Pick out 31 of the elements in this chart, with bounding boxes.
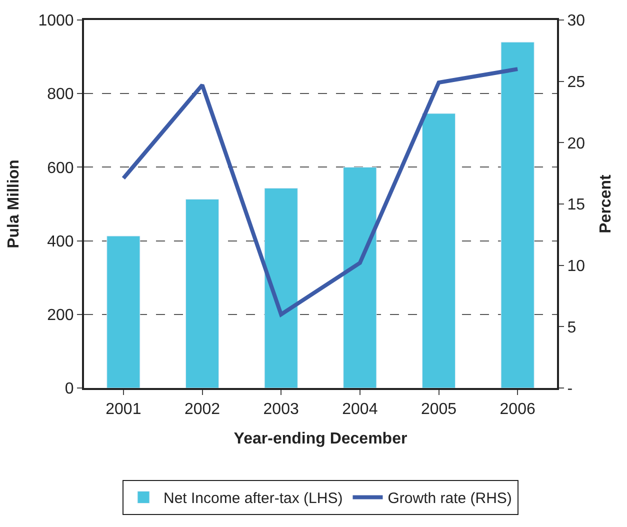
x-tick-label: 2002 xyxy=(184,401,220,418)
y-axis-title: Pula Million xyxy=(6,160,23,248)
y2-tick-label: - xyxy=(567,380,573,398)
y-tick-label: 1000 xyxy=(38,12,74,30)
y-tick-label: 200 xyxy=(47,307,74,324)
x-tick-label: 2004 xyxy=(342,401,378,418)
x-tick-label: 2001 xyxy=(106,401,142,418)
line-series xyxy=(121,67,520,316)
x-tick-label: 2003 xyxy=(263,401,299,418)
y-tick-label: 0 xyxy=(64,380,74,398)
x-tick-label: 2006 xyxy=(500,401,536,418)
x-tick-label: 2005 xyxy=(420,401,457,418)
legend-label: Net Income after-tax (LHS) xyxy=(164,490,343,508)
bar xyxy=(343,166,377,388)
y2-tick-label: 15 xyxy=(567,196,586,214)
bar xyxy=(264,188,298,388)
legend-label: Growth rate (RHS) xyxy=(388,490,512,508)
y2-tick-label: 25 xyxy=(567,74,586,91)
y-tick-label: 600 xyxy=(47,160,74,177)
y2-tick-label: 5 xyxy=(567,319,576,336)
y2-tick-label: 30 xyxy=(567,12,586,30)
y-tick-label: 800 xyxy=(47,86,74,104)
bar xyxy=(185,198,220,388)
bar xyxy=(500,42,534,388)
y2-tick-label: 20 xyxy=(567,135,586,152)
x-axis-title: Year-ending December xyxy=(234,430,408,448)
y2-axis-title: Percent xyxy=(597,174,614,234)
y-tick-label: 400 xyxy=(47,233,74,250)
bar xyxy=(422,113,456,388)
y2-tick-label: 10 xyxy=(567,258,586,275)
bar xyxy=(106,236,140,388)
